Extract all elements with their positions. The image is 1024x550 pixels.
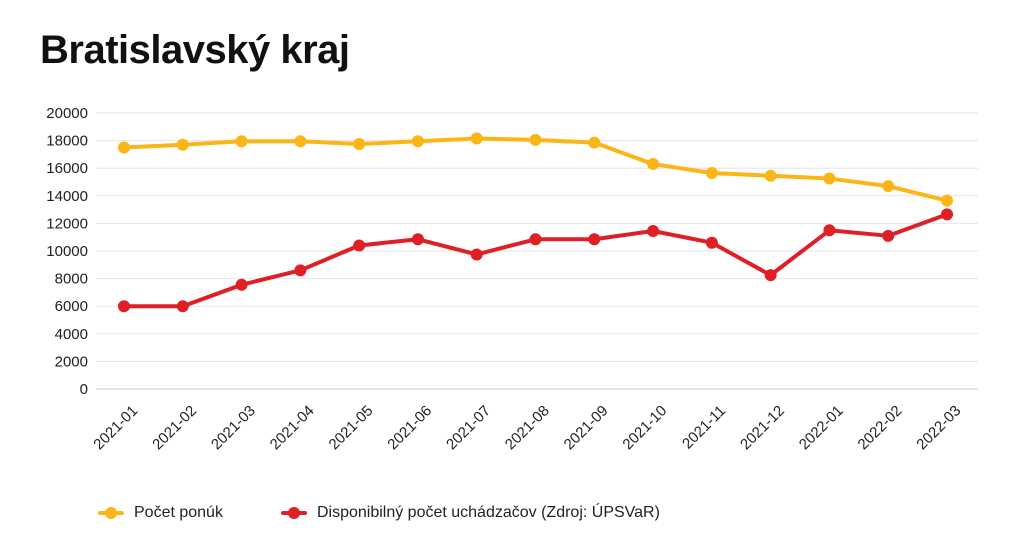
y-tick-label: 20000 xyxy=(46,105,88,122)
x-tick-label: 2021-10 xyxy=(619,402,670,453)
grid-lines xyxy=(96,112,978,390)
data-point[interactable] xyxy=(705,167,718,180)
data-point[interactable] xyxy=(764,269,777,282)
series-line xyxy=(122,136,949,203)
data-point[interactable] xyxy=(882,229,895,242)
data-point[interactable] xyxy=(941,208,953,221)
y-tick-label: 18000 xyxy=(46,133,88,150)
x-tick-label: 2021-04 xyxy=(267,402,318,453)
y-tick-label: 14000 xyxy=(46,188,88,205)
data-point[interactable] xyxy=(705,236,718,249)
x-tick-label: 2021-09 xyxy=(561,402,612,453)
data-point[interactable] xyxy=(411,135,424,148)
x-tick-label: 2021-11 xyxy=(679,402,729,452)
data-point[interactable] xyxy=(647,158,660,171)
data-point[interactable] xyxy=(588,233,601,246)
data-point[interactable] xyxy=(353,138,366,151)
y-tick-label: 12000 xyxy=(46,215,88,232)
legend-item-candidates[interactable]: Disponibilný počet uchádzačov (Zdroj: ÚP… xyxy=(280,504,660,522)
data-point[interactable] xyxy=(470,132,483,145)
x-tick-label: 2021-01 xyxy=(90,402,141,453)
chart-title: Bratislavský kraj xyxy=(40,28,350,72)
data-point[interactable] xyxy=(411,233,424,246)
data-point[interactable] xyxy=(235,135,248,148)
data-point[interactable] xyxy=(294,135,307,148)
x-tick-label: 2021-12 xyxy=(737,402,788,453)
data-point[interactable] xyxy=(235,278,248,291)
data-point[interactable] xyxy=(529,233,542,246)
data-point[interactable] xyxy=(353,239,366,252)
data-point[interactable] xyxy=(118,300,130,313)
x-tick-label: 2021-06 xyxy=(384,402,435,453)
y-tick-label: 0 xyxy=(80,381,88,398)
x-tick-label: 2022-03 xyxy=(913,402,964,453)
y-tick-label: 8000 xyxy=(55,271,88,288)
data-point[interactable] xyxy=(294,264,307,277)
series-2 xyxy=(118,208,953,313)
series-1 xyxy=(118,132,953,207)
y-tick-label: 4000 xyxy=(55,326,88,343)
data-point[interactable] xyxy=(588,136,601,149)
x-tick-label: 2022-02 xyxy=(855,402,906,453)
x-tick-label: 2021-08 xyxy=(502,402,553,453)
legend-swatch-offers xyxy=(98,507,124,519)
line-chart: 0 2000 4000 6000 8000 10000 12000 14000 16000 180… xyxy=(46,105,978,453)
data-point[interactable] xyxy=(941,194,953,207)
data-point[interactable] xyxy=(470,248,483,261)
y-tick-label: 16000 xyxy=(46,160,88,177)
data-point[interactable] xyxy=(529,133,542,146)
x-tick-label: 2021-07 xyxy=(443,402,494,453)
data-point[interactable] xyxy=(118,141,130,154)
x-tick-label: 2021-05 xyxy=(326,402,377,453)
series-line xyxy=(122,212,949,309)
x-tick-label: 2021-03 xyxy=(208,402,259,453)
y-tick-label: 6000 xyxy=(55,298,88,315)
y-axis: 0 2000 4000 6000 8000 10000 12000 14000 16000 180… xyxy=(46,105,88,398)
data-point[interactable] xyxy=(764,169,777,182)
legend-item-offers[interactable]: Počet ponúk xyxy=(98,504,223,522)
data-point[interactable] xyxy=(176,300,189,313)
data-point[interactable] xyxy=(823,224,836,237)
data-point[interactable] xyxy=(823,172,836,185)
legend-swatch-candidates xyxy=(280,507,307,519)
legend-label-candidates: Disponibilný počet uchádzačov (Zdroj: ÚP… xyxy=(316,504,660,521)
data-point[interactable] xyxy=(882,180,895,193)
data-point[interactable] xyxy=(176,138,189,151)
y-tick-label: 2000 xyxy=(55,353,88,370)
x-tick-label: 2021-02 xyxy=(149,402,200,453)
x-tick-label: 2022-01 xyxy=(796,402,847,453)
y-tick-label: 10000 xyxy=(46,243,88,260)
data-point[interactable] xyxy=(647,224,660,237)
legend: Počet ponúk Disponibilný počet uchádzačo… xyxy=(98,504,660,522)
x-axis: 2021-01 2021-02 2021-03 2021-04 2021-05 2021-… xyxy=(90,402,964,453)
legend-label-offers: Počet ponúk xyxy=(134,504,223,521)
series-group xyxy=(118,132,953,313)
